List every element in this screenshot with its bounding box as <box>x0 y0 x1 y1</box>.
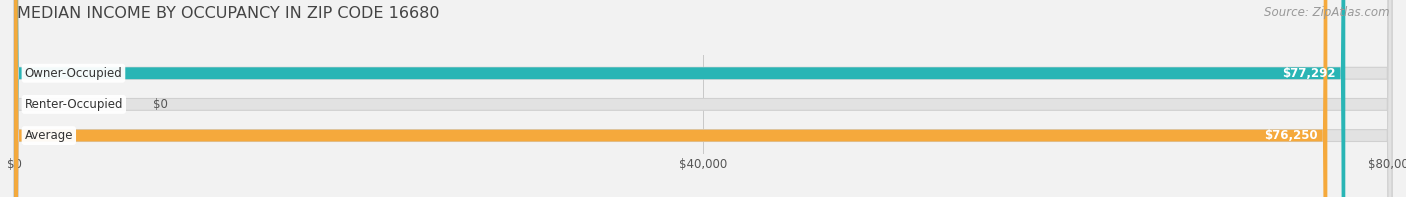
Text: $0: $0 <box>153 98 167 111</box>
FancyBboxPatch shape <box>14 0 1392 197</box>
Text: $77,292: $77,292 <box>1282 67 1336 80</box>
Text: Owner-Occupied: Owner-Occupied <box>24 67 122 80</box>
Text: Source: ZipAtlas.com: Source: ZipAtlas.com <box>1264 6 1389 19</box>
Text: Average: Average <box>24 129 73 142</box>
FancyBboxPatch shape <box>14 0 1392 197</box>
Text: MEDIAN INCOME BY OCCUPANCY IN ZIP CODE 16680: MEDIAN INCOME BY OCCUPANCY IN ZIP CODE 1… <box>17 6 439 21</box>
FancyBboxPatch shape <box>14 0 1346 197</box>
FancyBboxPatch shape <box>14 0 1327 197</box>
FancyBboxPatch shape <box>14 0 1392 197</box>
Text: $76,250: $76,250 <box>1264 129 1317 142</box>
Text: Renter-Occupied: Renter-Occupied <box>24 98 124 111</box>
